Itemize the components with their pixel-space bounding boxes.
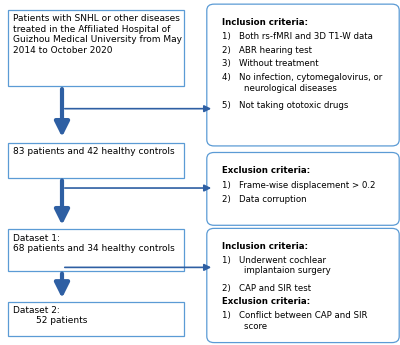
Text: 2)   Data corruption: 2) Data corruption (222, 195, 307, 204)
Text: 1)   Frame-wise displacement > 0.2: 1) Frame-wise displacement > 0.2 (222, 181, 376, 190)
FancyBboxPatch shape (8, 302, 184, 336)
Text: 4)   No infection, cytomegalovirus, or
        neurological diseases: 4) No infection, cytomegalovirus, or neu… (222, 73, 382, 92)
Text: Dataset 2:
        52 patients: Dataset 2: 52 patients (13, 306, 87, 325)
Text: 1)   Conflict between CAP and SIR
        score: 1) Conflict between CAP and SIR score (222, 311, 368, 331)
Text: Exclusion criteria:: Exclusion criteria: (222, 297, 310, 306)
Text: 83 patients and 42 healthy controls: 83 patients and 42 healthy controls (13, 147, 174, 156)
Text: Inclusion criteria:: Inclusion criteria: (222, 18, 308, 27)
FancyBboxPatch shape (207, 152, 399, 225)
FancyBboxPatch shape (207, 4, 399, 146)
FancyBboxPatch shape (207, 228, 399, 343)
FancyBboxPatch shape (8, 10, 184, 86)
FancyBboxPatch shape (8, 229, 184, 271)
Text: Patients with SNHL or other diseases
treated in the Affiliated Hospital of
Guizh: Patients with SNHL or other diseases tre… (13, 14, 182, 55)
Text: 2)   ABR hearing test: 2) ABR hearing test (222, 46, 312, 55)
Text: 3)   Without treatment: 3) Without treatment (222, 59, 319, 68)
Text: 1)   Both rs-fMRI and 3D T1-W data: 1) Both rs-fMRI and 3D T1-W data (222, 32, 373, 41)
Text: 5)   Not taking ototoxic drugs: 5) Not taking ototoxic drugs (222, 101, 348, 110)
FancyBboxPatch shape (8, 143, 184, 178)
Text: Inclusion criteria:: Inclusion criteria: (222, 242, 308, 251)
Text: Exclusion criteria:: Exclusion criteria: (222, 166, 310, 175)
Text: 2)   CAP and SIR test: 2) CAP and SIR test (222, 284, 311, 293)
Text: 1)   Underwent cochlear
        implantaion surgery: 1) Underwent cochlear implantaion surger… (222, 256, 331, 275)
Text: Dataset 1:
68 patients and 34 healthy controls: Dataset 1: 68 patients and 34 healthy co… (13, 234, 174, 253)
